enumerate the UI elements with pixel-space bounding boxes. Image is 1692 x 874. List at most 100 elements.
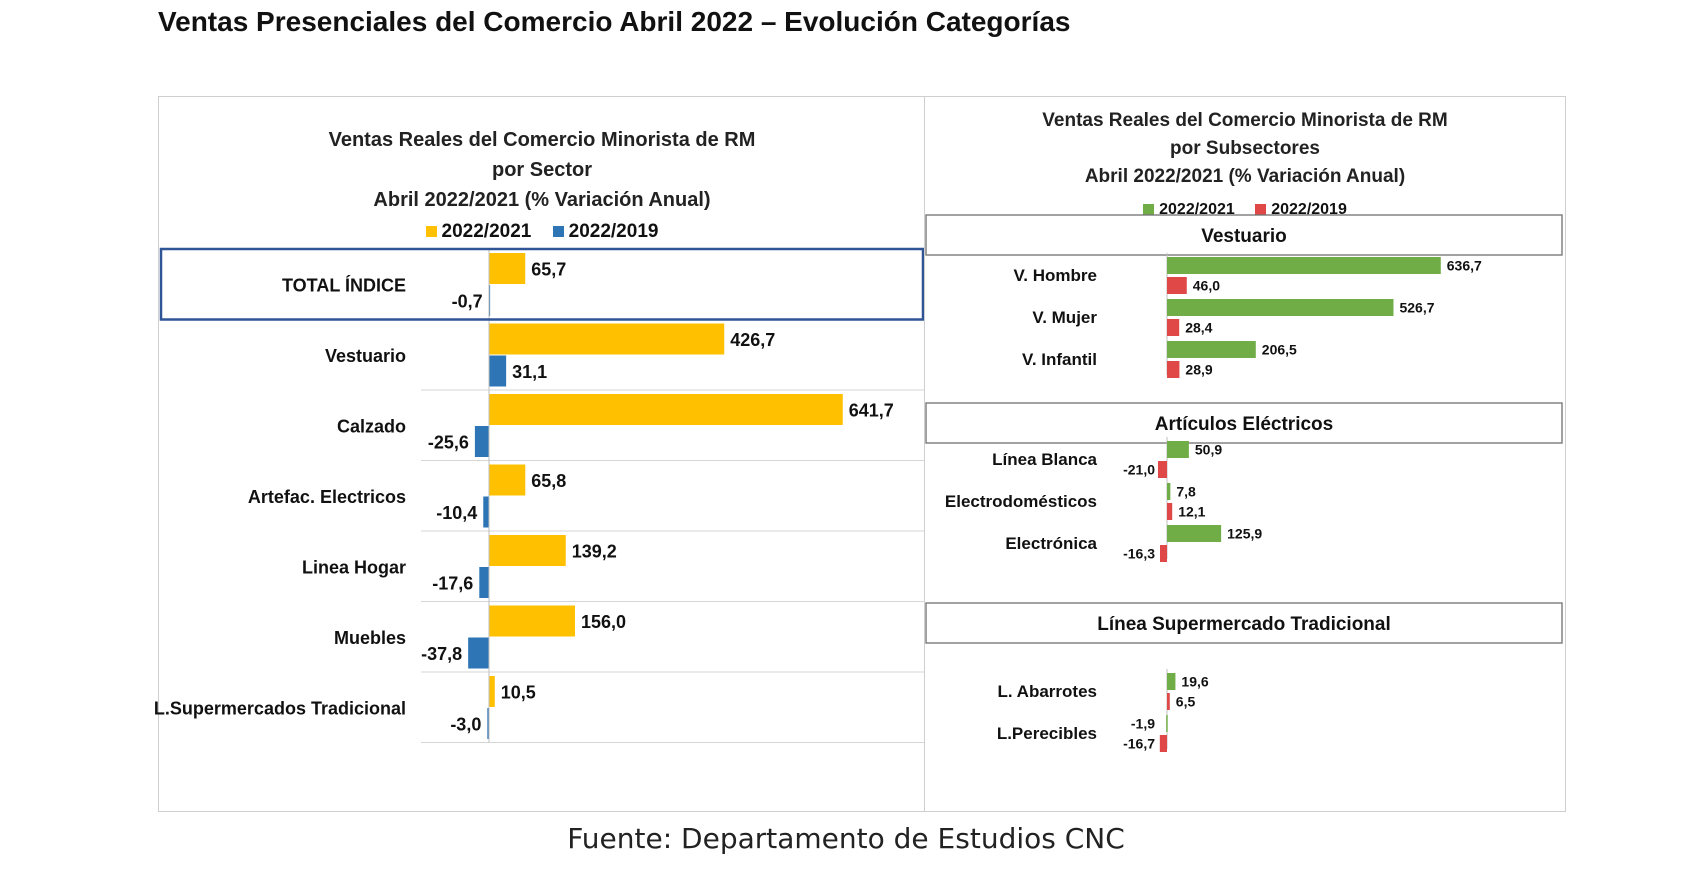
data-label-2022-2019-v-infantil: 28,9	[1185, 362, 1212, 378]
subsector-label-electronica: Electrónica	[1005, 534, 1097, 553]
data-label-2022-2021-linea-hogar: 139,2	[572, 542, 617, 562]
data-label-2022-2021-l-perecibles: -1,9	[1131, 716, 1155, 732]
bar-2022-2019-l-abarrotes	[1167, 693, 1170, 710]
data-label-2022-2021-electrodomesticos: 7,8	[1176, 484, 1196, 500]
bar-2022-2021-calzado	[489, 394, 843, 425]
legend-item-2022-2021: 2022/2021	[425, 221, 532, 243]
subsector-chart-legend: 2022/2021 2022/2019	[925, 201, 1565, 219]
subsector-bar-chart: Vestuario V. Hombre 636,7 46,0 V. Mujer 526,7…	[925, 214, 1563, 752]
data-label-2022-2019-electronica: -16,3	[1123, 546, 1155, 562]
subsector-label-linea-blanca: Línea Blanca	[992, 450, 1097, 469]
bar-2022-2019-vestuario	[489, 355, 507, 387]
bar-2022-2019-electronica	[1159, 545, 1167, 562]
group-header-linea-supermercado-tradicional	[925, 602, 1563, 644]
bar-2022-2019-v-infantil	[1167, 361, 1180, 378]
data-label-2022-2021-v-hombre: 636,7	[1447, 258, 1482, 274]
data-label-2022-2021-vestuario: 426,7	[730, 330, 775, 350]
legend-label-2022-2019: 2022/2019	[568, 221, 659, 242]
bar-2022-2019-calzado	[474, 426, 489, 457]
category-label-l-supermercados-tradicional: L.Supermercados Tradicional	[154, 698, 406, 718]
legend-label-2022-2019: 2022/2019	[1271, 201, 1347, 218]
bar-2022-2021-artefac-electricos	[489, 464, 526, 496]
bar-2022-2019-l-supermercados-tradicional	[487, 708, 489, 739]
legend-label-2022-2021: 2022/2021	[441, 221, 532, 242]
data-label-2022-2021-v-infantil: 206,5	[1262, 342, 1297, 358]
data-label-2022-2019-l-supermercados-tradicional: -3,0	[450, 715, 481, 735]
bar-2022-2021-electrodomesticos	[1167, 483, 1171, 500]
legend-label-2022-2021: 2022/2021	[1159, 201, 1235, 218]
category-label-total-indice: TOTAL ÍNDICE	[282, 274, 406, 295]
category-label-calzado: Calzado	[337, 416, 406, 436]
sector-bar-chart: TOTAL ÍNDICE 65,7 -0,7 Vestuario 426,7 31,1 Ca…	[154, 247, 925, 743]
legend-item-2022-2019: 2022/2019	[1255, 201, 1347, 219]
data-label-2022-2021-calzado: 641,7	[849, 401, 894, 421]
legend-swatch-2022-2019	[1255, 204, 1267, 216]
data-label-2022-2021-electronica: 125,9	[1227, 526, 1262, 542]
data-label-2022-2019-linea-hogar: -17,6	[432, 574, 473, 594]
legend-item-2022-2021: 2022/2021	[1143, 201, 1235, 219]
bar-2022-2021-linea-hogar	[489, 535, 566, 566]
group-header-articulos-electricos	[925, 402, 1563, 444]
bar-2022-2021-v-hombre	[1167, 257, 1441, 274]
subsector-label-v-mujer: V. Mujer	[1032, 308, 1097, 327]
category-label-artefac-electricos: Artefac. Electricos	[248, 487, 406, 507]
data-label-2022-2021-total-indice: 65,7	[531, 260, 566, 280]
source-note: Fuente: Departamento de Estudios CNC	[567, 822, 1125, 855]
bar-2022-2019-linea-blanca	[1157, 461, 1167, 478]
bar-2022-2021-l-abarrotes	[1167, 673, 1176, 690]
data-label-2022-2019-calzado: -25,6	[428, 433, 469, 453]
page-title: Ventas Presenciales del Comercio Abril 2…	[158, 6, 1071, 37]
group-header-vestuario	[925, 214, 1563, 256]
sector-chart-title-line-1: Ventas Reales del Comercio Minorista de …	[328, 129, 756, 151]
bar-2022-2021-vestuario	[489, 323, 725, 355]
data-label-2022-2019-total-indice: -0,7	[452, 292, 483, 312]
subsector-label-v-infantil: V. Infantil	[1022, 350, 1097, 369]
data-label-2022-2021-artefac-electricos: 65,8	[531, 471, 566, 491]
group-header-label-linea-supermercado-tradicional: Línea Supermercado Tradicional	[1097, 614, 1391, 635]
bar-2022-2021-linea-blanca	[1167, 441, 1189, 458]
bar-2022-2019-l-perecibles	[1159, 735, 1167, 752]
bar-2022-2021-muebles	[489, 605, 576, 637]
bar-2022-2021-electronica	[1167, 525, 1222, 542]
category-label-linea-hogar: Linea Hogar	[302, 557, 406, 577]
legend-swatch-2022-2021	[425, 226, 437, 238]
group-header-label-vestuario: Vestuario	[1201, 226, 1287, 247]
sector-chart-legend: 2022/2021 2022/2019	[159, 221, 925, 243]
sector-chart-title-line-2: por Sector	[491, 159, 593, 181]
subsector-chart-title-line-1: Ventas Reales del Comercio Minorista de …	[1042, 110, 1448, 131]
subsector-label-v-hombre: V. Hombre	[1014, 266, 1097, 285]
bar-2022-2021-l-perecibles	[1166, 715, 1168, 732]
bar-2022-2019-electrodomesticos	[1167, 503, 1173, 520]
data-label-2022-2019-muebles: -37,8	[421, 644, 462, 664]
data-label-2022-2019-v-hombre: 46,0	[1193, 278, 1220, 294]
data-label-2022-2019-artefac-electricos: -10,4	[436, 503, 477, 523]
data-label-2022-2021-linea-blanca: 50,9	[1195, 442, 1222, 458]
data-label-2022-2019-l-abarrotes: 6,5	[1176, 694, 1196, 710]
legend-swatch-2022-2021	[1143, 204, 1155, 216]
bar-2022-2021-v-mujer	[1167, 299, 1394, 316]
data-label-2022-2021-v-mujer: 526,7	[1399, 300, 1434, 316]
legend-swatch-2022-2019	[552, 226, 564, 238]
data-label-2022-2021-l-supermercados-tradicional: 10,5	[501, 683, 536, 703]
subsector-chart-panel: Ventas Reales del Comercio Minorista de …	[924, 96, 1566, 812]
bar-2022-2021-total-indice	[489, 253, 526, 284]
bar-2022-2019-artefac-electricos	[483, 496, 489, 528]
category-label-vestuario: Vestuario	[325, 346, 406, 366]
data-label-2022-2021-muebles: 156,0	[581, 612, 626, 632]
data-label-2022-2019-electrodomesticos: 12,1	[1178, 504, 1205, 520]
data-label-2022-2019-vestuario: 31,1	[512, 362, 547, 382]
bar-2022-2019-v-mujer	[1167, 319, 1180, 336]
subsector-chart-title-line-3: Abril 2022/2021 (% Variación Anual)	[1084, 166, 1406, 187]
data-label-2022-2019-linea-blanca: -21,0	[1123, 462, 1155, 478]
subsector-label-l-abarrotes: L. Abarrotes	[997, 682, 1097, 701]
subsector-chart-title: Ventas Reales del Comercio Minorista de …	[925, 107, 1565, 191]
subsector-label-l-perecibles: L.Perecibles	[997, 724, 1097, 743]
data-label-2022-2019-v-mujer: 28,4	[1185, 320, 1212, 336]
subsector-chart-title-line-2: por Subsectores	[1170, 138, 1320, 159]
legend-item-2022-2019: 2022/2019	[552, 221, 659, 243]
sector-chart-title-line-3: Abril 2022/2021 (% Variación Anual)	[373, 189, 711, 211]
data-label-2022-2021-l-abarrotes: 19,6	[1181, 674, 1208, 690]
subsector-label-electrodomesticos: Electrodomésticos	[945, 492, 1097, 511]
sector-chart-panel: Ventas Reales del Comercio Minorista de …	[154, 96, 926, 812]
category-label-muebles: Muebles	[334, 628, 406, 648]
